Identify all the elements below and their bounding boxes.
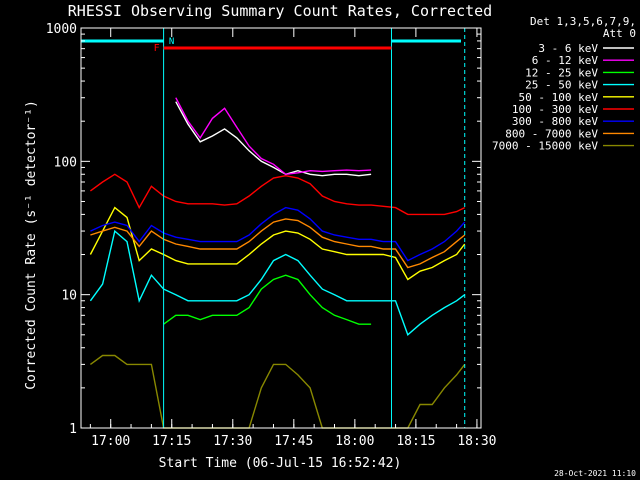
legend-label-8: 7000 - 15000 keV xyxy=(492,140,598,153)
x-axis-label: Start Time (06-Jul-15 16:52:42) xyxy=(159,456,402,471)
series-line-0 xyxy=(175,101,372,177)
legend-label-3: 25 - 50 keV xyxy=(525,79,598,92)
series-line-1 xyxy=(175,97,372,176)
series-line-4 xyxy=(89,206,466,281)
series-line-7 xyxy=(90,218,466,269)
x-tick-label: 17:45 xyxy=(274,434,313,449)
x-tick-label: 17:30 xyxy=(213,434,252,449)
y-axis: 1 10 100 1000 xyxy=(46,22,481,437)
legend-label-0: 3 - 6 keV xyxy=(538,42,598,55)
series-line-6 xyxy=(90,206,466,262)
legend-header-1: Det 1,3,5,6,7,9, xyxy=(530,15,636,28)
x-tick-label: 17:00 xyxy=(91,434,130,449)
legend-header-2: Att 0 xyxy=(603,27,636,40)
series-line-3 xyxy=(89,229,466,336)
series-line-5 xyxy=(89,173,466,216)
legend-label-7: 800 - 7000 keV xyxy=(505,127,598,140)
legend-label-6: 300 - 800 keV xyxy=(512,115,598,128)
x-tick-label: 18:30 xyxy=(457,434,496,449)
plot-area: FN xyxy=(81,28,466,429)
y-tick-label: 100 xyxy=(54,155,77,170)
y-tick-label: 1000 xyxy=(46,22,77,37)
y-tick-label: 1 xyxy=(69,422,77,437)
flag-label-f: F xyxy=(154,43,160,54)
x-axis: 17:00 17:15 17:30 17:45 18:00 18:15 18:30 xyxy=(89,28,497,449)
plot-frame xyxy=(80,27,482,429)
x-tick-label: 18:00 xyxy=(335,434,374,449)
legend-label-1: 6 - 12 keV xyxy=(532,54,599,67)
legend-label-4: 50 - 100 keV xyxy=(519,91,599,104)
x-tick-label: 18:15 xyxy=(396,434,435,449)
flag-label-n: N xyxy=(169,37,174,47)
legend-label-2: 12 - 25 keV xyxy=(525,66,598,79)
y-axis-label: Corrected Count Rate (s⁻¹ detector⁻¹) xyxy=(24,100,39,390)
series-line-2 xyxy=(163,274,372,325)
x-tick-label: 17:15 xyxy=(152,434,191,449)
legend-label-5: 100 - 300 keV xyxy=(512,103,598,116)
chart-title: RHESSI Observing Summary Count Rates, Co… xyxy=(68,2,492,20)
footer-timestamp: 28-Oct-2021 11:10 xyxy=(554,469,636,478)
y-tick-label: 10 xyxy=(61,289,77,304)
